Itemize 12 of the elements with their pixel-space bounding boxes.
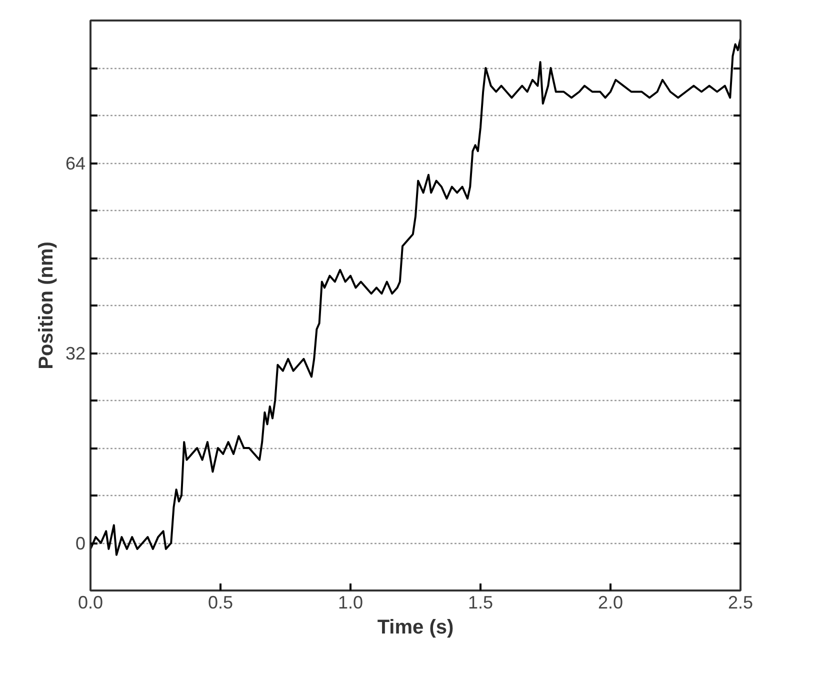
y-axis-title: Position (nm) — [35, 242, 58, 370]
x-tick-label: 2.0 — [598, 592, 624, 612]
y-tick-label: 0 — [75, 534, 86, 554]
x-tick-label: 2.5 — [728, 592, 754, 612]
x-tick-label: 0.0 — [78, 592, 104, 612]
y-tick-label: 32 — [65, 344, 86, 364]
x-tick-label: 1.5 — [468, 592, 494, 612]
y-tick-label: 64 — [65, 154, 86, 174]
x-axis-title: Time (s) — [377, 616, 454, 638]
x-tick-label: 1.0 — [338, 592, 364, 612]
line-series — [90, 37, 740, 556]
x-tick-label: 0.5 — [208, 592, 234, 612]
